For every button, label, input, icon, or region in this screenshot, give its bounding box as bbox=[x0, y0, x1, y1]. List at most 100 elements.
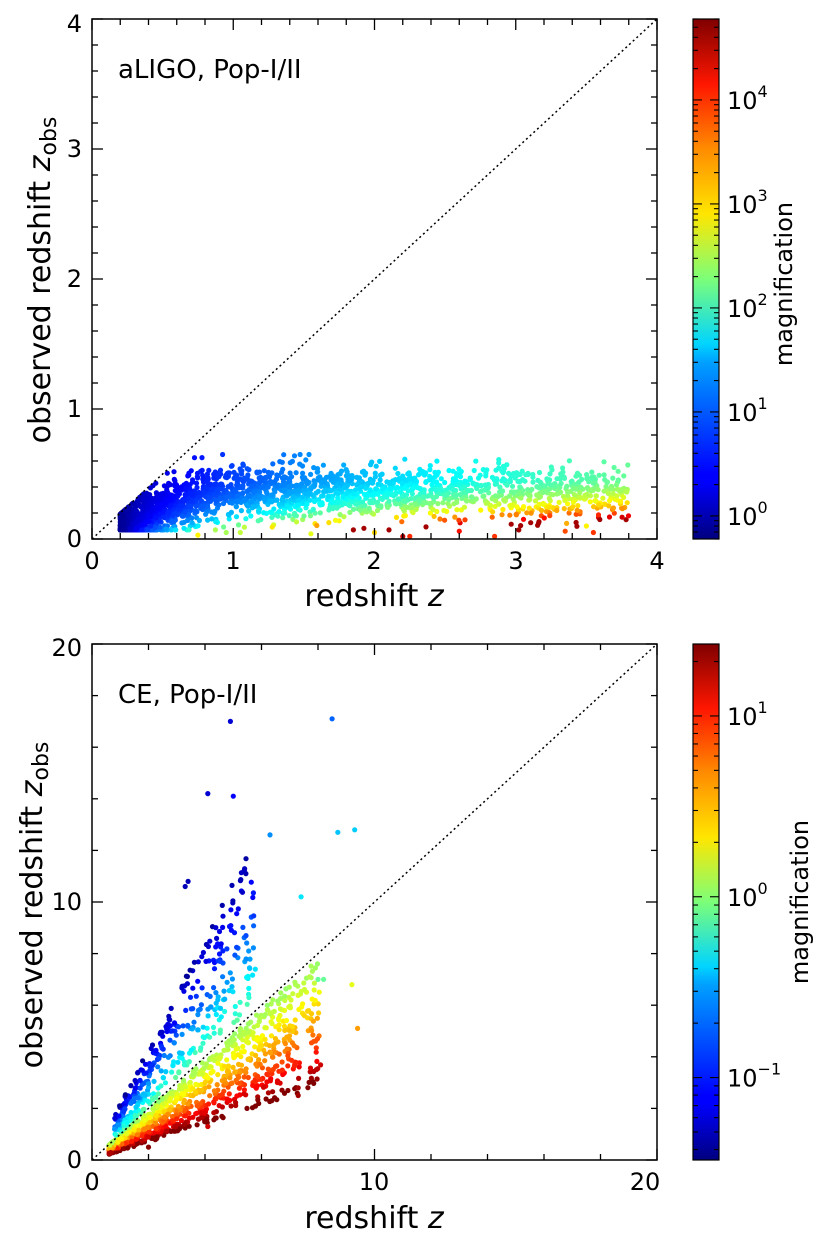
data-point bbox=[562, 528, 568, 534]
data-point bbox=[287, 1003, 293, 1009]
data-point bbox=[237, 1032, 243, 1038]
data-point bbox=[247, 956, 253, 962]
data-point bbox=[280, 515, 286, 521]
data-point bbox=[370, 499, 376, 506]
data-point bbox=[215, 941, 221, 947]
data-point bbox=[223, 529, 229, 536]
aligo-x-axis-label: redshift z bbox=[304, 579, 445, 614]
data-point bbox=[176, 1024, 182, 1030]
data-point bbox=[169, 1028, 176, 1034]
data-point bbox=[158, 1083, 164, 1089]
data-point bbox=[311, 498, 318, 505]
data-point bbox=[616, 487, 622, 493]
data-point bbox=[245, 1029, 251, 1036]
data-point bbox=[276, 509, 282, 515]
data-point bbox=[176, 1069, 182, 1075]
data-point bbox=[208, 1004, 214, 1010]
data-point bbox=[341, 500, 348, 506]
data-point bbox=[613, 482, 620, 488]
data-point bbox=[220, 913, 226, 919]
data-point bbox=[146, 1129, 152, 1135]
data-point bbox=[603, 483, 609, 490]
data-point bbox=[190, 479, 196, 485]
data-point bbox=[191, 455, 198, 461]
data-point bbox=[250, 894, 256, 901]
data-point bbox=[213, 1011, 219, 1018]
data-point bbox=[205, 1123, 211, 1130]
data-point bbox=[167, 1098, 173, 1104]
data-point bbox=[386, 527, 392, 533]
data-point bbox=[399, 480, 405, 486]
data-point bbox=[183, 1007, 189, 1014]
data-point bbox=[297, 507, 303, 513]
data-point bbox=[301, 980, 307, 986]
data-point bbox=[367, 488, 373, 494]
data-point bbox=[561, 506, 567, 512]
data-point bbox=[229, 463, 235, 469]
colorbar-tick-label: 10−1 bbox=[727, 1060, 781, 1093]
data-point bbox=[152, 1119, 158, 1125]
data-point bbox=[163, 1069, 169, 1075]
colorbar-tick-label: 100 bbox=[727, 498, 768, 531]
data-point bbox=[195, 978, 201, 984]
data-point bbox=[361, 525, 367, 531]
data-point bbox=[148, 523, 154, 529]
data-point bbox=[190, 1114, 196, 1120]
colorbar-tick-label: 102 bbox=[727, 290, 768, 323]
data-point bbox=[175, 1059, 181, 1065]
data-point bbox=[235, 906, 241, 912]
data-point bbox=[589, 469, 595, 475]
data-point bbox=[124, 1145, 131, 1151]
data-point bbox=[195, 1007, 202, 1014]
data-point bbox=[219, 1104, 225, 1110]
data-point bbox=[558, 471, 564, 477]
data-point bbox=[289, 1057, 295, 1063]
data-point bbox=[163, 1128, 169, 1134]
data-point bbox=[601, 488, 607, 494]
data-point bbox=[215, 997, 221, 1003]
data-point bbox=[200, 1024, 206, 1030]
data-point bbox=[285, 1063, 291, 1069]
data-point bbox=[404, 504, 410, 510]
data-point bbox=[145, 1081, 152, 1087]
data-point bbox=[547, 471, 553, 477]
data-point bbox=[195, 959, 201, 965]
data-point bbox=[179, 1050, 185, 1056]
data-point bbox=[262, 1011, 268, 1018]
data-point bbox=[193, 1081, 199, 1087]
data-point bbox=[315, 976, 321, 983]
data-point bbox=[308, 531, 314, 537]
data-point bbox=[334, 483, 340, 489]
data-point bbox=[267, 832, 273, 838]
data-point bbox=[281, 1007, 288, 1014]
data-point bbox=[462, 478, 468, 484]
data-point bbox=[165, 1054, 171, 1060]
data-point bbox=[545, 481, 552, 487]
data-point bbox=[507, 512, 513, 518]
data-point bbox=[304, 501, 310, 507]
data-point bbox=[229, 976, 235, 982]
data-point bbox=[132, 1114, 138, 1120]
data-point bbox=[203, 958, 209, 965]
aligo-xtick-labels: 0 1 2 3 4 bbox=[84, 547, 664, 575]
data-point bbox=[446, 497, 452, 503]
data-point bbox=[406, 470, 412, 476]
data-point bbox=[471, 467, 477, 474]
data-point bbox=[366, 505, 372, 511]
data-point bbox=[556, 499, 562, 505]
data-point bbox=[201, 1110, 208, 1116]
data-point bbox=[610, 505, 617, 511]
data-point bbox=[295, 1092, 301, 1099]
data-point bbox=[217, 496, 223, 502]
data-point bbox=[399, 519, 405, 525]
data-point bbox=[167, 1037, 173, 1043]
data-point bbox=[621, 473, 627, 479]
data-point bbox=[209, 516, 215, 522]
data-point bbox=[395, 470, 401, 477]
data-point bbox=[326, 520, 332, 526]
aligo-colorbar: 100 101 102 103 104 magnification bbox=[692, 18, 798, 540]
data-point bbox=[296, 1075, 302, 1081]
data-point bbox=[332, 517, 339, 523]
data-point bbox=[240, 461, 246, 467]
data-point bbox=[281, 1023, 287, 1029]
